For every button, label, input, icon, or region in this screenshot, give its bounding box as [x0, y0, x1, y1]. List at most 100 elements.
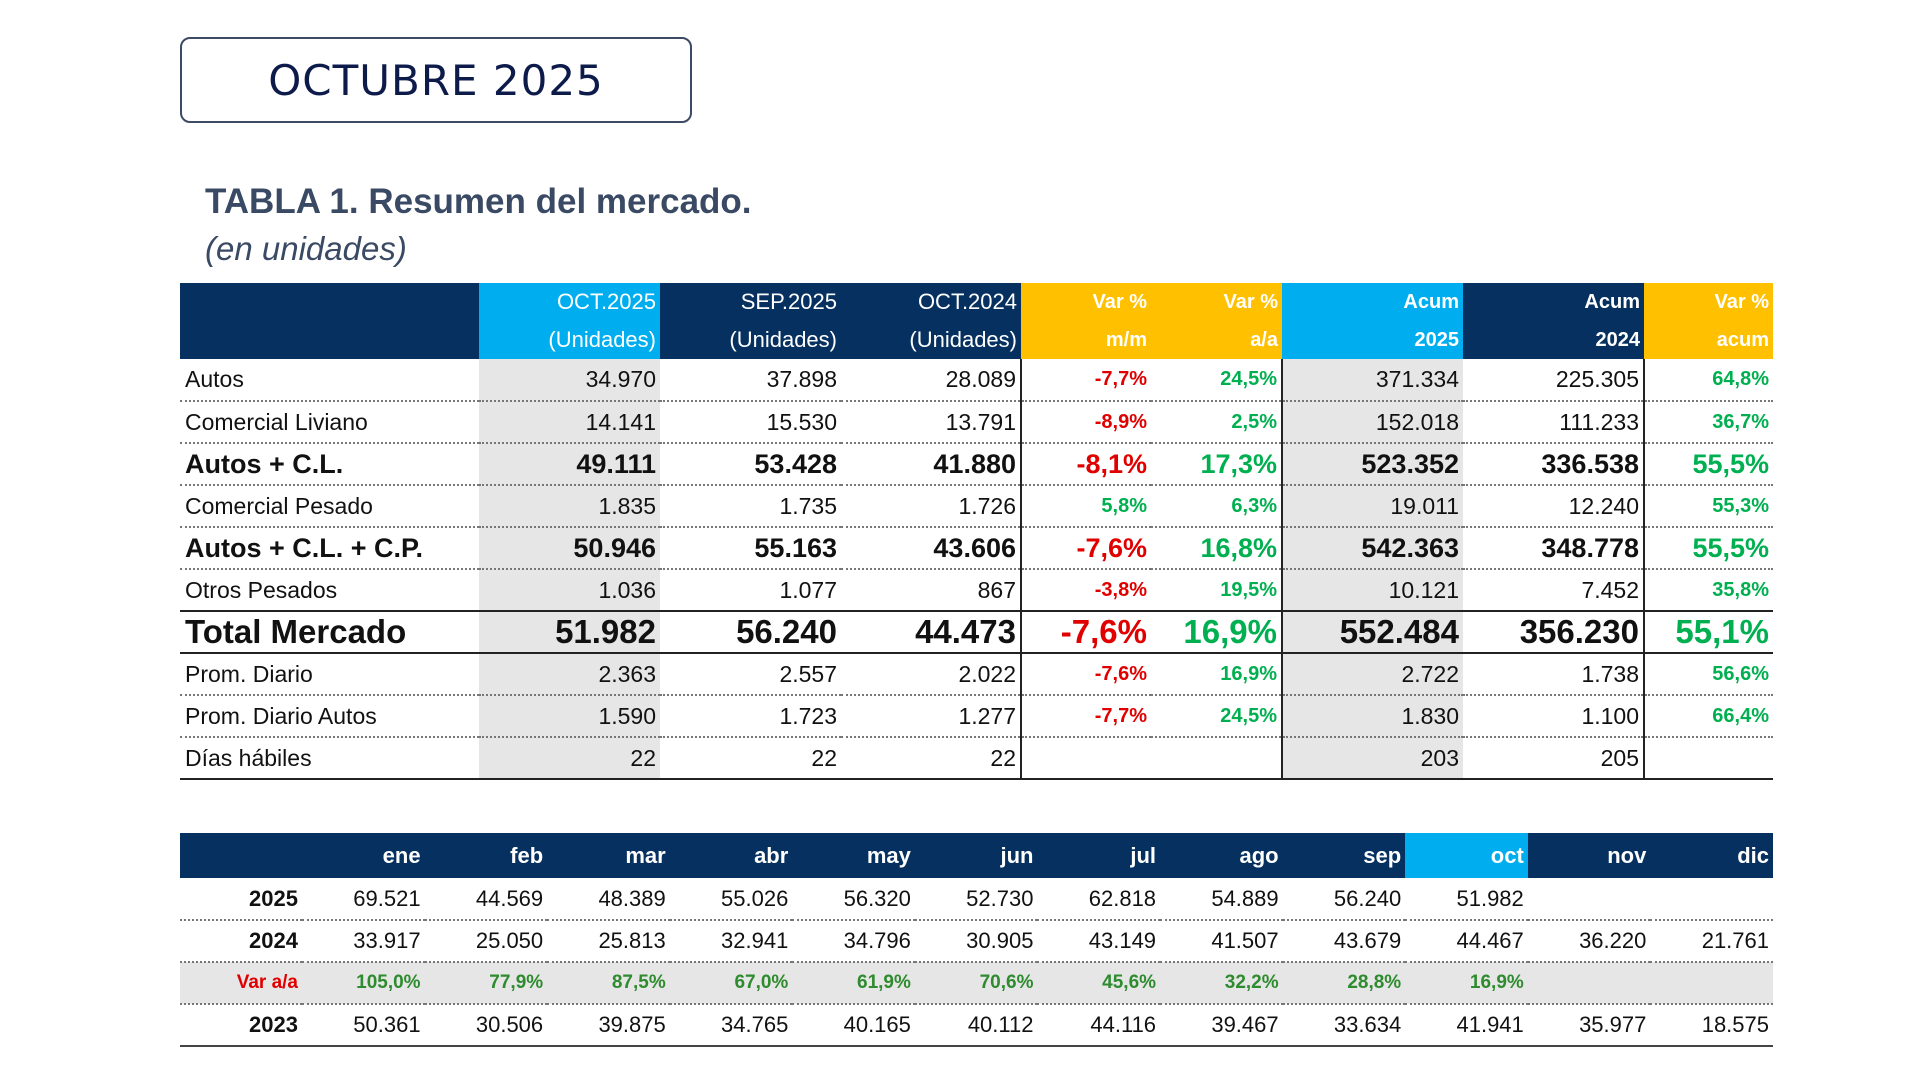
column-header: Var % a/a [1151, 283, 1282, 359]
table-cell: 2.363 [479, 653, 660, 696]
table-title: TABLA 1. Resumen del mercado. [205, 182, 752, 221]
market-summary-table: OCT.2025 (Unidades) SEP.2025 (Unidades) OCT.… [180, 283, 1773, 780]
table-cell: 1.100 [1463, 695, 1644, 738]
table-cell: 77,9% [424, 962, 548, 1005]
table-cell: -7,6% [1020, 527, 1151, 570]
row-label: 2025 [180, 878, 302, 921]
table-row: Prom. Diario 2.363 2.557 2.022 -7,6% 16,9% 2.7… [180, 653, 1773, 696]
table-cell: 66,4% [1643, 695, 1773, 738]
table-row: 2025 69.521 44.569 48.389 55.026 56.320 52.730… [180, 878, 1773, 921]
table-cell: -7,7% [1020, 359, 1151, 402]
table-cell: 1.077 [660, 569, 841, 612]
table-cell: 2,5% [1151, 401, 1282, 444]
row-label: Var a/a [180, 962, 302, 1005]
table-cell: 25.813 [547, 920, 670, 963]
monthly-sales-table: ene feb mar abr may jun jul ago sep oct nov dic 202… [180, 833, 1773, 1047]
table-cell: 56.320 [792, 878, 915, 921]
table-cell: 1.735 [660, 485, 841, 528]
table-cell: 1.830 [1281, 695, 1463, 738]
table-cell: 43.606 [841, 527, 1021, 570]
table-cell: 16,9% [1405, 962, 1528, 1005]
table-cell: 30.506 [424, 1004, 548, 1047]
table-cell: 6,3% [1151, 485, 1282, 528]
table-cell: 1.590 [479, 695, 660, 738]
table-row: Otros Pesados 1.036 1.077 867 -3,8% 19,5% 10.1… [180, 569, 1773, 612]
table-cell: 55.026 [669, 878, 793, 921]
column-header: Acum 2025 [1282, 283, 1463, 359]
table-cell: 49.111 [479, 443, 660, 486]
table-cell: 51.982 [1405, 878, 1528, 921]
table-cell: 371.334 [1281, 359, 1463, 402]
row-label: Prom. Diario Autos [180, 695, 479, 738]
table-cell: -8,9% [1020, 401, 1151, 444]
table-row: Días hábiles 22 22 22 203 205 [180, 737, 1773, 780]
table-cell: 40.165 [792, 1004, 915, 1047]
table-row: Total Mercado 51.982 56.240 44.473 -7,6% 16,9… [180, 610, 1773, 654]
month-header: abr [669, 833, 793, 878]
table-cell: 39.467 [1160, 1004, 1283, 1047]
table-cell: 18.575 [1650, 1004, 1773, 1047]
table-cell: 36.220 [1527, 920, 1651, 963]
corner-header [180, 833, 302, 878]
table-cell: 37.898 [660, 359, 841, 402]
table-cell: 24,5% [1151, 359, 1282, 402]
table-cell: 21.761 [1650, 920, 1773, 963]
table-cell: 348.778 [1463, 527, 1644, 570]
row-label: Autos + C.L. + C.P. [180, 527, 479, 570]
table-cell: 1.277 [841, 695, 1021, 738]
table-cell: 12.240 [1463, 485, 1644, 528]
month-header: ago [1160, 833, 1283, 878]
header-line-2: acum [1716, 329, 1769, 351]
column-header: Var % acum [1644, 283, 1773, 359]
corner-header [180, 283, 479, 359]
row-label: Autos + C.L. [180, 443, 479, 486]
column-header: OCT.2024 (Unidades) [841, 283, 1021, 359]
table-cell: 24,5% [1151, 695, 1282, 738]
table-cell: 52.730 [914, 878, 1038, 921]
table-cell: 28.089 [841, 359, 1021, 402]
table-cell: 203 [1281, 737, 1463, 780]
table-cell: 64,8% [1643, 359, 1773, 402]
header-line-1: Acum [1403, 291, 1459, 313]
table-row: Autos + C.L. 49.111 53.428 41.880 -8,1% 17,3%… [180, 443, 1773, 486]
table-row: Var a/a 105,0% 77,9% 87,5% 67,0% 61,9% 70,6% 45… [180, 962, 1773, 1005]
table-cell: 87,5% [547, 962, 670, 1005]
table-cell [1650, 878, 1773, 921]
table-cell: 70,6% [914, 962, 1038, 1005]
table-cell: 50.361 [302, 1004, 425, 1047]
month-header: may [792, 833, 915, 878]
table-cell: 1.723 [660, 695, 841, 738]
table-cell: 15.530 [660, 401, 841, 444]
row-label: 2024 [180, 920, 302, 963]
row-label: 2023 [180, 1004, 302, 1047]
table-cell: -7,7% [1020, 695, 1151, 738]
table-cell: 55,5% [1643, 443, 1773, 486]
table-cell: 43.149 [1037, 920, 1161, 963]
table-row: Autos 34.970 37.898 28.089 -7,7% 24,5% 371.334… [180, 359, 1773, 402]
table-cell: 1.036 [479, 569, 660, 612]
table-cell: 36,7% [1643, 401, 1773, 444]
table-cell: 55,5% [1643, 527, 1773, 570]
table-cell: 205 [1463, 737, 1644, 780]
month-title-box: OCTUBRE 2025 [180, 37, 692, 123]
table-cell: 44.467 [1405, 920, 1528, 963]
table-cell: 19,5% [1151, 569, 1282, 612]
table-cell: 34.796 [792, 920, 915, 963]
table-cell: 56.240 [660, 610, 841, 654]
table-cell: 2.722 [1281, 653, 1463, 696]
table-cell: 1.738 [1463, 653, 1644, 696]
table-cell: 35,8% [1643, 569, 1773, 612]
table-cell: 40.112 [914, 1004, 1038, 1047]
table-cell: 62.818 [1037, 878, 1161, 921]
table-row: Prom. Diario Autos 1.590 1.723 1.277 -7,7% 24… [180, 695, 1773, 738]
month-header: feb [424, 833, 548, 878]
table-cell [1020, 737, 1151, 780]
column-header: Acum 2024 [1463, 283, 1644, 359]
month-header: oct [1405, 833, 1528, 878]
table-cell: 34.970 [479, 359, 660, 402]
table-cell: -7,6% [1020, 610, 1151, 654]
table-cell: 55,3% [1643, 485, 1773, 528]
row-label: Comercial Pesado [180, 485, 479, 528]
table-cell: 41.880 [841, 443, 1021, 486]
table-cell: 111.233 [1463, 401, 1644, 444]
